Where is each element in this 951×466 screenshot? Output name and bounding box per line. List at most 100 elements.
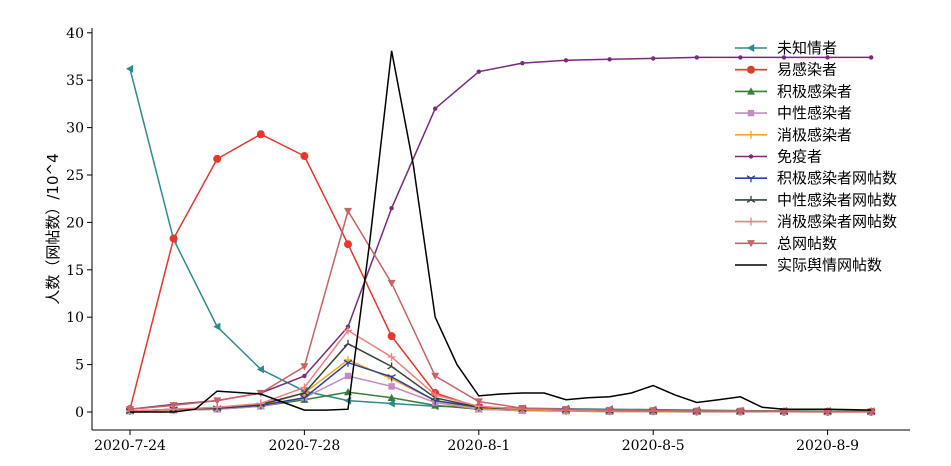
legend: 未知情者易感染者积极感染者中性感染者消极感染者免疫者积极感染者网帖数中性感染者网… [735,39,897,274]
legend-label: 积极感染者网帖数 [777,169,897,187]
legend-label: 总网帖数 [777,234,837,252]
series-0 [126,64,875,416]
data-point [169,234,178,243]
data-point [651,56,656,61]
data-point [343,339,353,347]
data-point [213,154,222,163]
data-point [388,383,395,390]
data-point [302,373,307,379]
legend-entry: 免疫者 [735,148,822,166]
data-point [344,326,352,335]
data-point [387,399,395,408]
series-1 [126,130,876,416]
data-point [431,390,440,399]
data-point [300,152,309,161]
data-point [344,240,352,249]
legend-entry: 易感染者 [735,61,837,79]
legend-entry: 中性感染者 [735,104,852,122]
data-point [387,279,396,288]
y-tick-label: 25 [66,168,84,184]
legend-label: 中性感染者网帖数 [777,191,897,209]
legend-label: 消极感染者网帖数 [777,213,897,231]
data-point [747,130,755,139]
legend-entry: 中性感染者网帖数 [735,191,897,209]
legend-label: 消极感染者 [777,126,852,144]
data-point [563,58,569,63]
series-8 [126,326,876,416]
y-tick-label: 20 [66,215,84,231]
legend-entry: 实际舆情网帖数 [735,256,882,274]
series-line [129,68,872,412]
legend-entry: 未知情者 [735,39,837,57]
series-line [129,56,872,410]
data-point [387,353,396,362]
data-point [823,408,832,416]
axes: 0 5 10 15 20 25 30 35 40 2020-7-24 2020-7-28 2020-8… [66,26,910,454]
series-5 [127,55,874,412]
legend-label: 易感染者 [777,61,837,79]
data-point [649,407,658,415]
x-tick-label: 2020-7-28 [268,438,340,454]
series-layer [125,50,876,416]
data-point [343,359,353,367]
data-point [256,399,265,408]
y-tick-label: 10 [66,310,84,326]
legend-entry: 积极感染者网帖数 [735,169,897,187]
legend-label: 免疫者 [777,148,822,166]
data-point [387,362,396,370]
data-point [213,322,221,331]
data-point [474,398,483,406]
data-point [126,405,134,414]
data-point [431,372,440,380]
y-axis-label: 人数（网帖数）/10^4 [44,153,62,304]
data-point [738,55,743,60]
legend-entry: 消极感染者 [735,126,852,144]
data-point [746,175,756,183]
data-point [694,55,699,60]
data-point [869,55,874,60]
legend-label: 未知情者 [777,39,837,57]
x-tick-label: 2020-8-1 [447,438,510,454]
series-line [130,50,872,413]
data-point [256,365,264,374]
data-point [344,207,352,216]
data-point [169,402,178,410]
legend-label: 积极感染者 [777,82,852,100]
series-line [129,329,872,413]
data-point [747,109,755,117]
data-point [300,383,309,392]
data-point [736,407,745,416]
legend-entry: 积极感染者 [735,82,852,100]
legend-label: 实际舆情网帖数 [777,256,882,274]
series-9 [126,207,876,416]
data-point [825,55,830,60]
data-point [747,87,755,95]
x-tick-label: 2020-8-5 [622,438,685,454]
y-tick-label: 30 [66,121,84,137]
series-10 [130,50,872,413]
data-point [747,44,755,52]
data-point [518,405,527,413]
series-line [129,209,872,413]
data-point [747,217,755,226]
data-point [562,405,570,414]
y-tick-label: 5 [75,358,84,374]
data-point [746,195,756,203]
data-point [387,332,396,341]
series-line [129,342,872,413]
y-tick-label: 35 [66,73,84,89]
data-point [433,106,438,111]
data-point [387,373,396,381]
data-point [748,154,754,159]
legend-entry: 消极感染者网帖数 [735,213,897,231]
data-point [605,406,614,415]
x-tick-label: 2020-7-24 [94,438,166,454]
data-point [256,130,265,139]
y-tick-label: 40 [66,26,84,42]
data-point [344,372,352,380]
data-point [389,205,394,211]
data-point [607,57,612,62]
data-point [476,69,481,74]
data-point [300,363,309,371]
